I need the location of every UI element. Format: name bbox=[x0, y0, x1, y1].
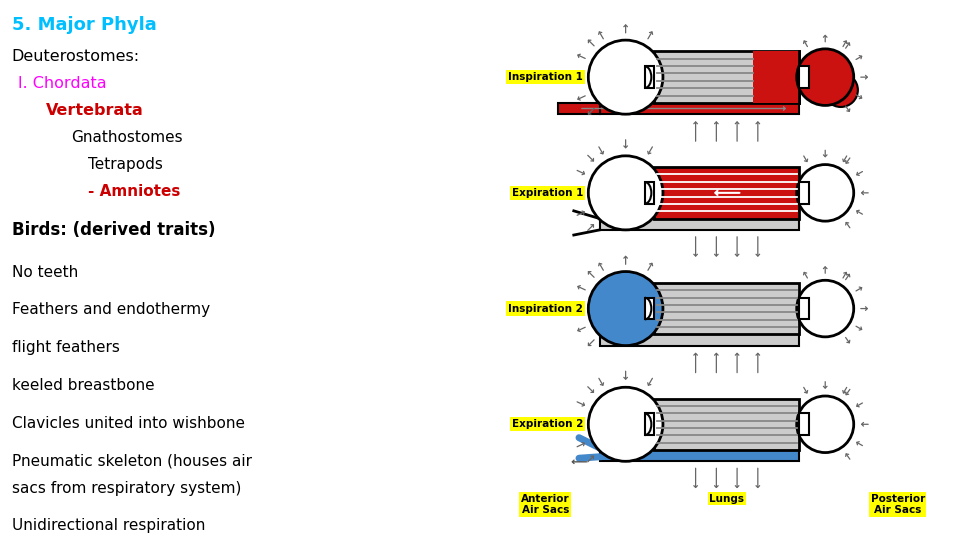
Bar bbox=[600, 219, 800, 230]
Text: keeled breastbone: keeled breastbone bbox=[12, 378, 155, 393]
Text: Birds: (derived traits): Birds: (derived traits) bbox=[12, 221, 215, 239]
Circle shape bbox=[797, 396, 853, 453]
Circle shape bbox=[797, 165, 853, 221]
Text: Expiration 2: Expiration 2 bbox=[512, 419, 583, 429]
Text: Inspiration 2: Inspiration 2 bbox=[508, 303, 583, 314]
Text: Vertebrata: Vertebrata bbox=[46, 103, 144, 118]
Circle shape bbox=[588, 156, 663, 230]
Text: Inspiration 1: Inspiration 1 bbox=[508, 72, 583, 82]
Circle shape bbox=[588, 272, 663, 346]
Bar bbox=[800, 182, 808, 204]
Bar bbox=[800, 66, 808, 88]
Text: 5. Major Phyla: 5. Major Phyla bbox=[12, 16, 156, 34]
Bar bbox=[654, 283, 800, 334]
Text: - Amniotes: - Amniotes bbox=[87, 184, 180, 199]
Text: l. Chordata: l. Chordata bbox=[17, 76, 107, 91]
Bar bbox=[645, 66, 654, 88]
Text: Anterior
Air Sacs: Anterior Air Sacs bbox=[521, 494, 569, 515]
Text: Unidirectional respiration: Unidirectional respiration bbox=[12, 518, 204, 534]
Text: Posterior
Air Sacs: Posterior Air Sacs bbox=[871, 494, 924, 515]
Bar bbox=[654, 167, 800, 219]
Text: Deuterostomes:: Deuterostomes: bbox=[12, 49, 139, 64]
Circle shape bbox=[588, 40, 663, 114]
Text: sacs from respiratory system): sacs from respiratory system) bbox=[12, 481, 241, 496]
Bar bbox=[559, 103, 600, 114]
Text: Pneumatic skeleton (houses air: Pneumatic skeleton (houses air bbox=[12, 454, 252, 469]
Bar bbox=[600, 334, 800, 346]
Circle shape bbox=[588, 387, 663, 461]
Bar bbox=[645, 182, 654, 204]
Bar bbox=[753, 51, 800, 103]
Text: Expiration 1: Expiration 1 bbox=[512, 188, 583, 198]
Bar bbox=[654, 51, 800, 103]
Circle shape bbox=[797, 49, 853, 105]
Text: Gnathostomes: Gnathostomes bbox=[71, 130, 183, 145]
Bar bbox=[600, 450, 800, 461]
Text: Feathers and endothermy: Feathers and endothermy bbox=[12, 302, 209, 318]
Text: Clavicles united into wishbone: Clavicles united into wishbone bbox=[12, 416, 245, 431]
Circle shape bbox=[824, 73, 858, 107]
Bar bbox=[645, 414, 654, 435]
Bar bbox=[645, 298, 654, 319]
Bar bbox=[800, 414, 808, 435]
Text: flight feathers: flight feathers bbox=[12, 340, 119, 355]
Text: No teeth: No teeth bbox=[12, 265, 78, 280]
Text: Lungs: Lungs bbox=[709, 494, 744, 504]
Bar bbox=[800, 298, 808, 319]
Bar bbox=[600, 103, 800, 114]
Circle shape bbox=[797, 280, 853, 337]
Text: Tetrapods: Tetrapods bbox=[87, 157, 162, 172]
Bar bbox=[654, 399, 800, 450]
